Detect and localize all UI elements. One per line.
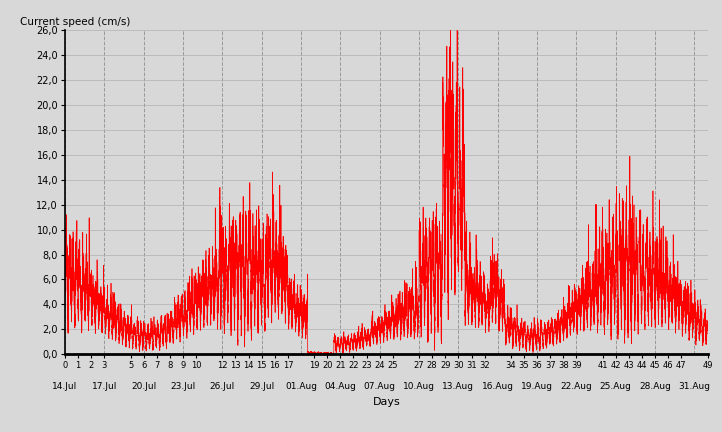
X-axis label: Days: Days xyxy=(373,397,400,407)
Text: Current speed (cm/s): Current speed (cm/s) xyxy=(20,17,131,27)
